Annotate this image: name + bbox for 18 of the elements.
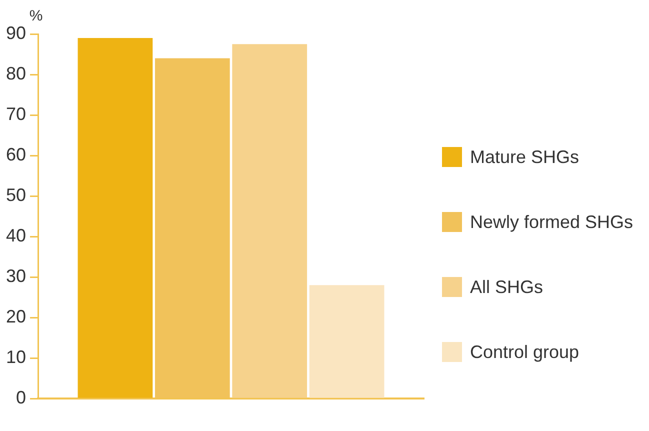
legend-label: Mature SHGs [470, 146, 580, 168]
y-tick-label: 30 [6, 266, 26, 286]
legend-label: Newly formed SHGs [470, 212, 634, 232]
y-tick-label: 70 [6, 104, 26, 124]
legend-label: All SHGs [470, 276, 544, 298]
legend-label: Control group [470, 342, 580, 362]
y-tick-label: 20 [6, 306, 26, 327]
y-tick-label: 0 [16, 388, 26, 408]
y-tick-label: 60 [6, 144, 26, 164]
y-tick-label: 90 [6, 22, 26, 43]
bar [78, 38, 153, 398]
y-tick-label: 10 [6, 347, 26, 368]
bar [309, 285, 384, 398]
y-tick-label: 50 [6, 185, 26, 206]
bar [232, 44, 308, 398]
y-tick-label: 40 [6, 226, 26, 246]
y-axis-title: % [29, 8, 43, 25]
y-tick-label: 80 [6, 63, 26, 84]
